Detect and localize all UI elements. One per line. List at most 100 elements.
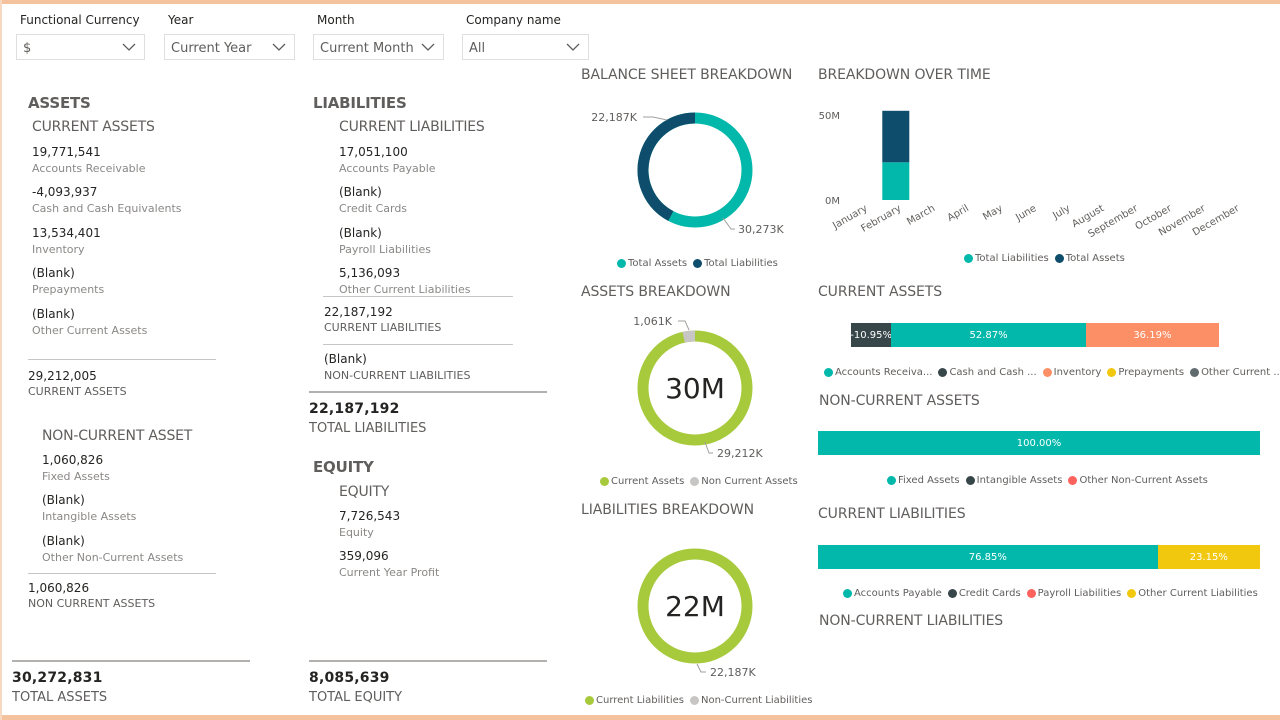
non-current-liabilities-value: (Blank) (324, 352, 367, 366)
breakdown-over-time-title: BREAKDOWN OVER TIME (818, 67, 991, 83)
legend-label: Intangible Assets (976, 475, 1063, 486)
bar-segment[interactable]: -10.95% (851, 323, 892, 347)
donut-slice-total-liabilities[interactable] (637, 112, 696, 221)
inventory-value: 13,534,401 (32, 226, 101, 240)
legend-item[interactable]: Inventory (1042, 367, 1101, 378)
equity-value: 7,726,543 (339, 509, 401, 523)
x-tick-label: May (981, 203, 1004, 223)
legend-item[interactable]: Credit Cards (947, 588, 1021, 599)
assets-heading: ASSETS (28, 94, 91, 112)
bar-segment-total-assets[interactable] (882, 110, 910, 163)
bar-segment[interactable]: 36.19% (1085, 323, 1219, 347)
legend-item-current-assets[interactable]: Current Assets (600, 476, 684, 487)
legend-item[interactable]: Accounts Payable (843, 588, 942, 599)
legend-label: Total Liabilities (704, 258, 778, 269)
divider (12, 660, 250, 662)
non-current-assets-stacked-bar[interactable]: 100.00% (818, 431, 1260, 455)
bar-segment[interactable]: 23.15% (1157, 545, 1260, 569)
legend-item-total-assets[interactable]: Total Assets (617, 258, 687, 269)
accounts-receivable-label: Accounts Receivable (32, 162, 146, 175)
current-liabilities-stacked-bar[interactable]: 76.85% 23.15% (818, 545, 1260, 569)
company-slicer[interactable]: All (462, 34, 589, 60)
divider (309, 660, 547, 662)
legend-item-non-current-assets[interactable]: Non Current Assets (690, 476, 798, 487)
other-current-liabilities-label: Other Current Liabilities (339, 283, 471, 296)
currency-slicer[interactable]: $ (16, 34, 145, 60)
legend-item[interactable]: Accounts Receiva... (824, 367, 932, 378)
legend-item[interactable]: Prepayments (1107, 367, 1184, 378)
assets-donut[interactable]: 1,061K 30M 29,212K (575, 308, 810, 473)
bar-segment[interactable]: 52.87% (891, 323, 1086, 347)
non-current-assets-legend: Fixed Assets Intangible Assets Other Non-C… (887, 475, 1214, 486)
currency-slicer-value: $ (23, 41, 32, 56)
legend-label: Accounts Receiva... (835, 367, 933, 378)
x-tick-label: June (1013, 203, 1038, 224)
liabilities-breakdown-title: LIABILITIES BREAKDOWN (581, 502, 754, 518)
legend-dot (965, 476, 975, 485)
other-non-current-assets-value: (Blank) (42, 534, 85, 548)
chevron-down-icon (566, 43, 580, 51)
payroll-liabilities-label: Payroll Liabilities (339, 243, 431, 256)
non-current-asset-heading: NON-CURRENT ASSET (42, 428, 193, 444)
legend-label: Cash and Cash ... (949, 367, 1037, 378)
legend-dot (693, 259, 703, 268)
legend-dot (1068, 476, 1078, 485)
divider (323, 296, 513, 297)
other-current-assets-value: (Blank) (32, 307, 75, 321)
legend-item-current-liabilities[interactable]: Current Liabilities (585, 695, 684, 706)
donut-slice-non-current-assets[interactable] (682, 330, 696, 343)
top-border (0, 0, 1280, 4)
donut-slice-current-liabilities[interactable] (637, 548, 753, 664)
bar-segment[interactable]: 76.85% (818, 545, 1158, 569)
bar-segment-total-liabilities[interactable] (882, 162, 910, 200)
assets-breakdown-legend: Current Assets Non Current Assets (600, 476, 804, 487)
prepayments-value: (Blank) (32, 266, 75, 280)
legend-dot (1190, 368, 1200, 377)
leader-line (696, 663, 706, 673)
bar-segment[interactable]: 100.00% (818, 431, 1260, 455)
legend-item[interactable]: Other Current ... (1190, 367, 1280, 378)
chevron-down-icon (421, 43, 435, 51)
current-liabilities-subtotal-label: CURRENT LIABILITIES (324, 321, 442, 334)
divider (28, 573, 216, 574)
legend-label: Current Assets (611, 476, 685, 487)
legend-item[interactable]: Other Non-Current Assets (1068, 475, 1208, 486)
legend-item-non-current-liabilities[interactable]: Non-Current Liabilities (689, 695, 812, 706)
current-assets-data-label: 29,212K (717, 447, 763, 460)
total-assets-data-label: 30,273K (738, 223, 784, 236)
legend-item[interactable]: Cash and Cash ... (938, 367, 1037, 378)
equity-heading: EQUITY (313, 458, 374, 476)
legend-item[interactable]: Intangible Assets (965, 475, 1063, 486)
currency-slicer-label: Functional Currency (20, 13, 140, 27)
non-current-assets-subtotal-value: 1,060,826 (28, 581, 90, 595)
current-assets-stacked-bar[interactable]: -10.95% 52.87% 36.19% (851, 323, 1219, 347)
legend-label: Total Assets (628, 258, 688, 269)
leader-line (678, 320, 690, 331)
current-year-profit-label: Current Year Profit (339, 566, 440, 579)
non-current-assets-data-label: 1,061K (633, 315, 672, 328)
legend-item-total-liabilities[interactable]: Total Liabilities (964, 253, 1049, 264)
legend-item-total-assets[interactable]: Total Assets (1054, 253, 1125, 264)
leader-line (722, 217, 735, 230)
legend-label: Prepayments (1118, 367, 1185, 378)
month-slicer[interactable]: Current Month (313, 34, 444, 60)
legend-item[interactable]: Fixed Assets (887, 475, 960, 486)
legend-item[interactable]: Other Current Liabilities (1127, 588, 1258, 599)
legend-dot (964, 254, 973, 263)
inventory-label: Inventory (32, 243, 85, 256)
legend-label: Total Liabilities (975, 253, 1049, 264)
leader-line (704, 441, 713, 454)
liabilities-donut[interactable]: 22M 22,187K (575, 526, 810, 691)
legend-dot (887, 476, 896, 485)
legend-label: Other Current Liabilities (1138, 588, 1258, 599)
x-tick-label: April (946, 203, 971, 224)
legend-label: Other Current ... (1201, 367, 1280, 378)
non-current-assets-subtotal-label: NON CURRENT ASSETS (28, 597, 156, 610)
balance-sheet-donut[interactable]: 22,187K 30,273K (575, 90, 810, 255)
stacked-bars[interactable] (882, 110, 910, 200)
legend-item-total-liabilities[interactable]: Total Liabilities (693, 258, 778, 269)
legend-item[interactable]: Payroll Liabilities (1026, 588, 1121, 599)
year-slicer[interactable]: Current Year (164, 34, 295, 60)
legend-dot (938, 368, 948, 377)
